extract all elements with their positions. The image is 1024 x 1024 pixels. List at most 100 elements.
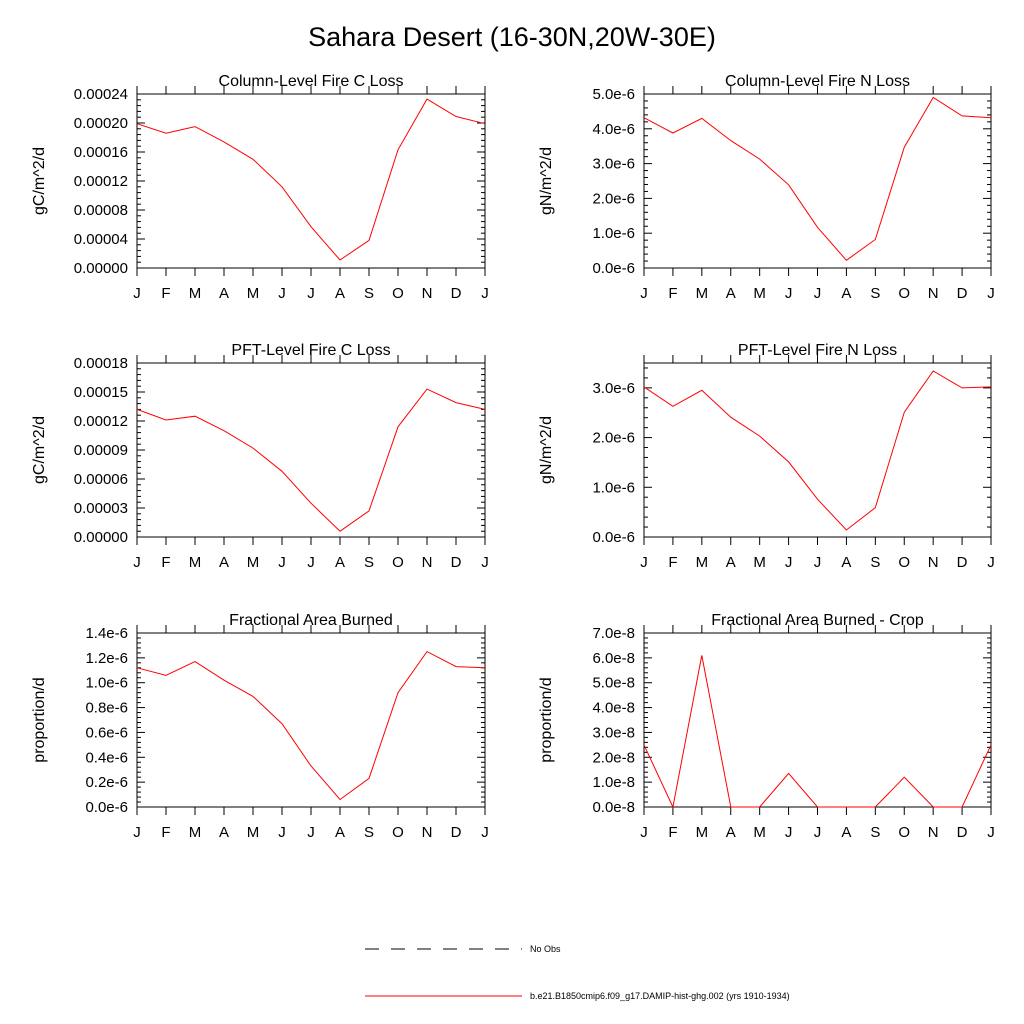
x-tick-label: N bbox=[928, 554, 939, 571]
panel-title: PFT-Level Fire N Loss bbox=[738, 342, 897, 359]
y-tick-label: 0.4e-6 bbox=[85, 749, 128, 766]
y-tick-label: 0.00020 bbox=[74, 115, 128, 132]
x-tick-label: S bbox=[870, 824, 880, 841]
x-tick-label: J bbox=[987, 285, 995, 302]
y-tick-label: 5.0e-6 bbox=[592, 86, 635, 103]
x-tick-label: F bbox=[668, 554, 677, 571]
y-axis-label: proportion/d bbox=[538, 677, 555, 762]
y-axis-label: gC/m^2/d bbox=[31, 416, 48, 484]
x-tick-label: M bbox=[696, 285, 709, 302]
legend-model-label: b.e21.B1850cmip6.f09_g17.DAMIP-hist-ghg.… bbox=[530, 991, 790, 1001]
legend: No Obs b.e21.B1850cmip6.f09_g17.DAMIP-hi… bbox=[365, 944, 790, 1001]
panel-title: Column-Level Fire C Loss bbox=[219, 73, 404, 90]
x-tick-label: J bbox=[785, 285, 793, 302]
y-tick-label: 0.00015 bbox=[74, 384, 128, 401]
y-tick-label: 3.0e-8 bbox=[592, 724, 635, 741]
y-tick-label: 0.6e-6 bbox=[85, 724, 128, 741]
x-tick-label: N bbox=[422, 285, 433, 302]
x-tick-label: M bbox=[753, 554, 766, 571]
y-tick-label: 0.0e-6 bbox=[85, 799, 128, 816]
y-tick-label: 1.0e-6 bbox=[85, 675, 128, 692]
x-tick-label: J bbox=[987, 824, 995, 841]
x-tick-label: O bbox=[898, 554, 910, 571]
x-tick-label: S bbox=[364, 824, 374, 841]
x-tick-label: A bbox=[841, 285, 851, 302]
x-tick-label: D bbox=[957, 554, 968, 571]
x-tick-label: M bbox=[753, 824, 766, 841]
chart-panels: Column-Level Fire C Loss gC/m^2/d 0.00000 0… bbox=[31, 73, 995, 841]
x-tick-label: J bbox=[307, 285, 315, 302]
y-tick-label: 4.0e-8 bbox=[592, 700, 635, 717]
y-tick-label: 2.0e-6 bbox=[592, 190, 635, 207]
x-tick-label: O bbox=[898, 285, 910, 302]
series-line bbox=[643, 96, 992, 261]
x-tick-label: D bbox=[451, 554, 462, 571]
x-tick-label: J bbox=[278, 824, 286, 841]
x-tick-label: A bbox=[335, 285, 345, 302]
x-tick-label: F bbox=[161, 554, 170, 571]
y-tick-label: 1.0e-8 bbox=[592, 774, 635, 791]
x-tick-label: J bbox=[278, 554, 286, 571]
y-tick-label: 1.0e-6 bbox=[592, 225, 635, 242]
x-tick-label: J bbox=[640, 554, 648, 571]
chart-panel-6: Fractional Area Burned - Crop proportion/… bbox=[538, 612, 995, 841]
y-tick-label: 0.0e-6 bbox=[592, 260, 635, 277]
plot-frame bbox=[643, 93, 992, 269]
x-tick-label: A bbox=[219, 824, 229, 841]
y-tick-label: 0.2e-6 bbox=[85, 774, 128, 791]
y-tick-label: 3.0e-6 bbox=[592, 156, 635, 173]
x-tick-label: A bbox=[219, 285, 229, 302]
x-tick-label: N bbox=[928, 824, 939, 841]
y-tick-label: 0.8e-6 bbox=[85, 700, 128, 717]
y-tick-label: 0.00004 bbox=[74, 231, 128, 248]
x-tick-label: J bbox=[814, 554, 822, 571]
x-tick-label: A bbox=[726, 285, 736, 302]
y-tick-label: 0.00024 bbox=[74, 86, 128, 103]
x-tick-label: S bbox=[870, 285, 880, 302]
x-tick-label: S bbox=[364, 554, 374, 571]
x-tick-label: M bbox=[753, 285, 766, 302]
panel-title: PFT-Level Fire C Loss bbox=[231, 342, 390, 359]
x-tick-label: O bbox=[392, 554, 404, 571]
x-tick-label: J bbox=[307, 554, 315, 571]
plot-frame bbox=[136, 93, 486, 269]
x-tick-label: N bbox=[928, 285, 939, 302]
y-tick-label: 6.0e-8 bbox=[592, 650, 635, 667]
x-tick-label: A bbox=[335, 824, 345, 841]
x-tick-label: S bbox=[870, 554, 880, 571]
x-tick-label: D bbox=[957, 824, 968, 841]
x-tick-label: J bbox=[481, 285, 489, 302]
series-line bbox=[136, 98, 486, 261]
x-tick-label: A bbox=[335, 554, 345, 571]
y-tick-label: 0.00006 bbox=[74, 471, 128, 488]
y-tick-label: 0.0e-8 bbox=[592, 799, 635, 816]
x-tick-label: F bbox=[161, 824, 170, 841]
y-axis-label: gN/m^2/d bbox=[538, 147, 555, 215]
y-tick-label: 5.0e-8 bbox=[592, 675, 635, 692]
panel-title: Column-Level Fire N Loss bbox=[725, 73, 910, 90]
x-tick-label: D bbox=[957, 285, 968, 302]
y-tick-label: 1.0e-6 bbox=[592, 479, 635, 496]
y-tick-label: 0.00016 bbox=[74, 144, 128, 161]
y-tick-label: 0.00012 bbox=[74, 173, 128, 190]
y-tick-label: 0.00012 bbox=[74, 413, 128, 430]
figure-title: Sahara Desert (16-30N,20W-30E) bbox=[308, 22, 716, 52]
y-tick-label: 0.00003 bbox=[74, 500, 128, 517]
x-tick-label: J bbox=[814, 285, 822, 302]
x-tick-label: M bbox=[189, 554, 202, 571]
x-tick-label: J bbox=[481, 554, 489, 571]
x-tick-label: J bbox=[640, 824, 648, 841]
series-line bbox=[643, 655, 992, 809]
x-tick-label: A bbox=[726, 554, 736, 571]
y-tick-label: 0.00018 bbox=[74, 355, 128, 372]
chart-panel-5: Fractional Area Burned proportion/d 0.0e-6… bbox=[31, 612, 489, 841]
plot-frame bbox=[643, 632, 992, 808]
x-tick-label: J bbox=[814, 824, 822, 841]
x-tick-label: J bbox=[133, 824, 141, 841]
x-tick-label: N bbox=[422, 824, 433, 841]
y-tick-label: 1.4e-6 bbox=[85, 625, 128, 642]
x-tick-label: O bbox=[898, 824, 910, 841]
y-tick-label: 0.00000 bbox=[74, 529, 128, 546]
y-tick-label: 0.00008 bbox=[74, 202, 128, 219]
